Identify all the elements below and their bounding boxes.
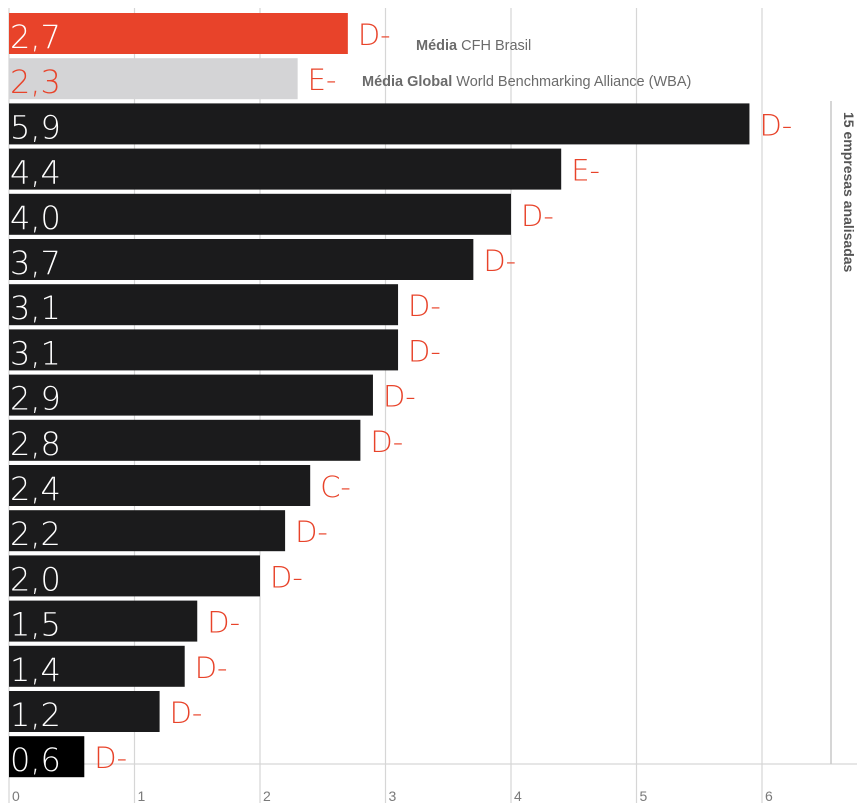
bar-value-label: 2,2: [10, 515, 61, 553]
bar-value-label: 1,2: [10, 696, 61, 734]
grade-label: D-: [195, 651, 228, 685]
x-tick-label: 0: [12, 788, 20, 803]
x-tick-label: 3: [389, 788, 397, 803]
grade-label: D-: [408, 334, 441, 368]
company-bar: [9, 510, 286, 552]
side-annotation: 15 empresas analisadas: [830, 101, 857, 764]
bar-value-label: 3,7: [10, 244, 61, 282]
grade-label: D-: [295, 515, 328, 549]
company-bar: [9, 555, 260, 597]
company-bar: [9, 645, 185, 687]
bar-value-label: 2,9: [10, 380, 61, 418]
average-caption-text: World Benchmarking Alliance (WBA): [452, 74, 691, 90]
bar-value-label: 2,8: [10, 425, 61, 463]
company-bar: [9, 239, 474, 280]
bar-value-label: 4,0: [10, 199, 61, 237]
average-caption: Média CFH Brasil: [416, 38, 531, 54]
x-axis-ticks: 0 1 2 3 4 5 6: [12, 788, 773, 803]
bar-value-label: 2,0: [10, 560, 61, 598]
average-caption-text: CFH Brasil: [457, 38, 531, 54]
company-bar: [9, 419, 361, 461]
company-bar: [9, 600, 198, 642]
company-bar: [9, 374, 373, 416]
average-bar: [9, 58, 298, 100]
grade-label: C-: [320, 470, 351, 504]
bar-value-label: 1,5: [10, 606, 61, 644]
x-tick-label: 5: [640, 788, 648, 803]
x-tick-label: 2: [263, 788, 271, 803]
grade-label: E-: [571, 154, 600, 188]
grade-label: D-: [408, 289, 441, 323]
grade-label: D-: [483, 244, 516, 278]
company-bar: [9, 193, 511, 235]
bars: [9, 13, 750, 778]
grade-label: D-: [358, 18, 391, 52]
grade-label: D-: [170, 696, 203, 730]
grade-label: D-: [270, 560, 303, 594]
labels: 2,7 D- Média CFH Brasil 2,3 E- Média Global W…: [10, 18, 792, 779]
bar-value-label: 0,6: [10, 741, 61, 779]
grade-label: E-: [308, 63, 337, 97]
bar-value-label: 3,1: [10, 289, 61, 327]
bar-value-label: 4,4: [10, 154, 61, 192]
company-bar: [9, 103, 750, 145]
average-caption-bold: Média: [416, 38, 458, 54]
grade-label: D-: [94, 741, 127, 775]
side-label: 15 empresas analisadas: [841, 112, 857, 273]
company-bar: [9, 148, 562, 190]
bar-value-label: 2,7: [10, 18, 61, 56]
grade-label: D-: [383, 380, 416, 414]
average-caption: Média Global World Benchmarking Alliance…: [362, 74, 691, 90]
bar-value-label: 3,1: [10, 334, 61, 372]
x-tick-label: 6: [765, 788, 773, 803]
average-caption-bold: Média Global: [362, 74, 452, 90]
average-bar: [9, 13, 348, 54]
company-bar: [9, 691, 160, 732]
company-bar: [9, 465, 311, 506]
bar-value-label: 2,4: [10, 470, 61, 508]
company-bar: [9, 736, 85, 778]
grade-label: D-: [370, 425, 403, 459]
grade-label: D-: [521, 199, 554, 233]
x-tick-label: 1: [138, 788, 146, 803]
grade-label: D-: [759, 108, 792, 142]
x-tick-label: 4: [514, 788, 522, 803]
bar-value-label: 5,9: [10, 108, 61, 146]
bar-value-label: 1,4: [10, 651, 61, 689]
company-bar: [9, 329, 399, 371]
company-bar: [9, 284, 399, 326]
grade-label: D-: [207, 606, 240, 640]
bar-value-label: 2,3: [10, 63, 61, 101]
